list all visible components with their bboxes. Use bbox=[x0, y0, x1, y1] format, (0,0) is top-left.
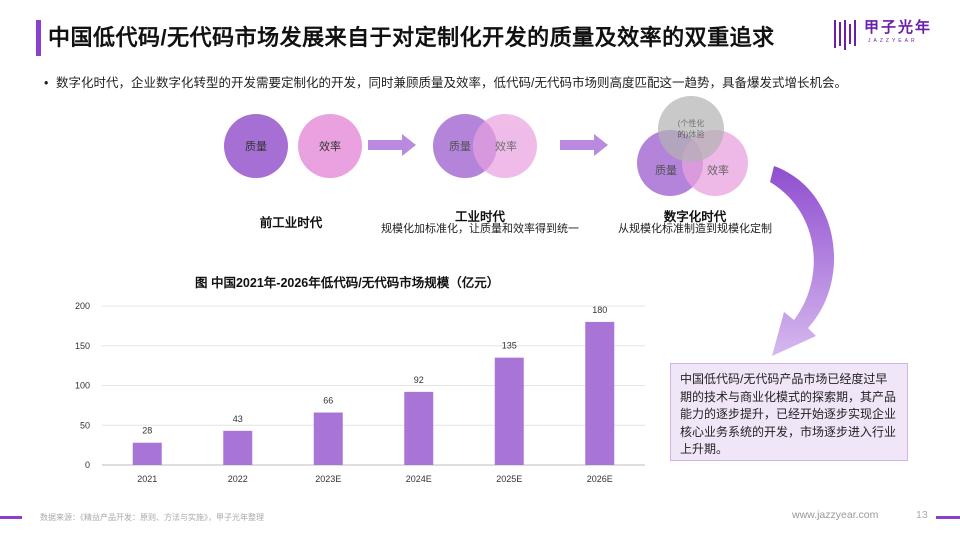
x-tick-label-2023E: 2023E bbox=[315, 474, 341, 484]
y-tick-label: 0 bbox=[85, 460, 90, 470]
bar-2021 bbox=[132, 442, 162, 465]
page-title: 中国低代码/无代码市场发展来自于对定制化开发的质量及效率的双重追求 bbox=[48, 25, 775, 50]
logo-name: 甲子光年 bbox=[864, 19, 933, 36]
title-accent-bar bbox=[36, 20, 41, 56]
market-size-chart: 0 50 100 150 200 28 2021 43 2022 66 2023E 92 2024E 13… bbox=[75, 301, 645, 484]
website-url[interactable]: www.jazzyear.com bbox=[792, 509, 879, 521]
page-number: 13 bbox=[916, 509, 928, 521]
y-tick-label: 200 bbox=[75, 301, 90, 311]
data-label-2023E: 66 bbox=[323, 396, 333, 406]
bar-2022 bbox=[223, 430, 253, 465]
era3-efficiency-label: 效率 bbox=[707, 165, 729, 177]
x-tick-label-2021: 2021 bbox=[137, 474, 157, 484]
era1-quality-circle: 质量 bbox=[224, 114, 288, 178]
era3-quality-label: 质量 bbox=[655, 165, 677, 177]
era2-efficiency-label: 效率 bbox=[495, 141, 517, 153]
era2-efficiency-circle: 效率 bbox=[473, 114, 537, 178]
data-label-2024E: 92 bbox=[414, 375, 424, 385]
era1-title: 前工业时代 bbox=[259, 216, 323, 230]
era2-title: 工业时代 bbox=[454, 210, 505, 224]
era3-desc: 从规模化标准制造到规模化定制 bbox=[618, 223, 772, 235]
intro-text: 数字化时代，企业数字化转型的开发需要定制化的开发，同时兼顾质量及效率，低代码/无… bbox=[56, 76, 847, 90]
data-label-2022: 43 bbox=[233, 414, 243, 424]
bar-2024E bbox=[404, 391, 434, 465]
era3-title: 数字化时代 bbox=[663, 210, 727, 224]
era1-efficiency-circle: 效率 bbox=[298, 114, 362, 178]
x-tick-label-2024E: 2024E bbox=[406, 474, 432, 484]
era3-experience-circle: (个性化的)体验 bbox=[658, 96, 724, 162]
era2-quality-label: 质量 bbox=[449, 141, 471, 153]
arrow-right-icon bbox=[368, 134, 416, 156]
curved-arrow-icon bbox=[770, 166, 835, 356]
x-tick-label-2022: 2022 bbox=[228, 474, 248, 484]
summary-callout: 中国低代码/无代码产品市场已经度过早期的技术与商业化模式的探索期，其产品能力的逐… bbox=[670, 363, 908, 461]
jazzyear-logo-icon bbox=[834, 20, 856, 50]
bar-2025E bbox=[494, 357, 524, 465]
chart-title: 图 中国2021年-2026年低代码/无代码市场规模（亿元） bbox=[195, 276, 500, 290]
data-source: 数据来源：《精益产品开发：原则、方法与实施》，甲子光年整理 bbox=[40, 513, 264, 522]
era3-experience-label: (个性化的)体验 bbox=[677, 119, 705, 139]
y-tick-label: 100 bbox=[75, 381, 90, 391]
bar-2026E bbox=[585, 321, 615, 465]
data-label-2021: 28 bbox=[142, 426, 152, 436]
era2-desc: 规模化加标准化，让质量和效率得到统一 bbox=[381, 223, 579, 235]
data-label-2026E: 180 bbox=[592, 305, 607, 315]
bar-2023E bbox=[313, 412, 343, 465]
y-tick-label: 150 bbox=[75, 341, 90, 351]
era1-quality-label: 质量 bbox=[245, 141, 267, 153]
footer-accent-left bbox=[0, 516, 22, 519]
arrow-right-icon bbox=[560, 134, 608, 156]
intro-bullet: • 数字化时代，企业数字化转型的开发需要定制化的开发，同时兼顾质量及效率，低代码/… bbox=[44, 72, 847, 91]
data-label-2025E: 135 bbox=[502, 341, 517, 351]
era1-efficiency-label: 效率 bbox=[319, 141, 341, 153]
bullet-dot-icon: • bbox=[44, 76, 49, 90]
y-tick-label: 50 bbox=[80, 420, 90, 430]
footer-accent-right bbox=[936, 516, 960, 519]
logo-subtitle: JAZZYEAR bbox=[868, 38, 918, 44]
x-tick-label-2025E: 2025E bbox=[496, 474, 522, 484]
x-tick-label-2026E: 2026E bbox=[587, 474, 613, 484]
